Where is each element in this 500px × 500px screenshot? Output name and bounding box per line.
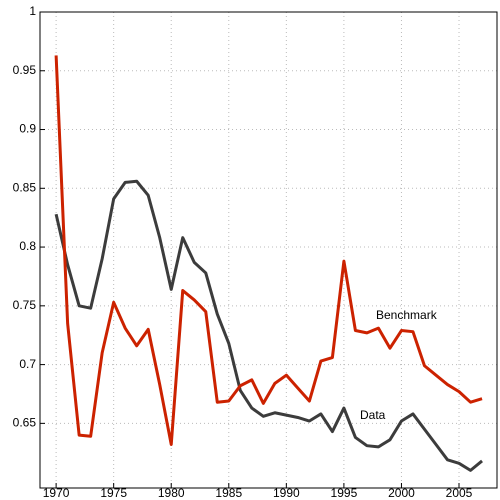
data-line: [54, 179, 483, 472]
y-tick-label: 0.7: [19, 357, 36, 371]
series-label: Data: [360, 408, 386, 422]
data-line: [54, 55, 483, 447]
x-tick-label: 1985: [215, 486, 242, 500]
plot-frame: [39, 11, 498, 489]
y-tick-label: 1: [29, 4, 36, 18]
x-tick-label: 1975: [100, 486, 127, 500]
x-tick-label: 1970: [43, 486, 70, 500]
y-tick-label: 0.65: [13, 416, 37, 430]
y-tick-label: 0.9: [19, 122, 36, 136]
x-tick-label: 1990: [273, 486, 300, 500]
x-tick-label: 2000: [388, 486, 415, 500]
y-tick-label: 0.95: [13, 63, 37, 77]
x-tick-label: 2005: [446, 486, 473, 500]
y-tick-label: 0.75: [13, 298, 37, 312]
x-tick-label: 1995: [331, 486, 358, 500]
y-tick-label: 0.8: [19, 239, 36, 253]
y-tick-label: 0.85: [13, 180, 37, 194]
series-label: Benchmark: [376, 308, 438, 322]
x-tick-label: 1980: [158, 486, 185, 500]
